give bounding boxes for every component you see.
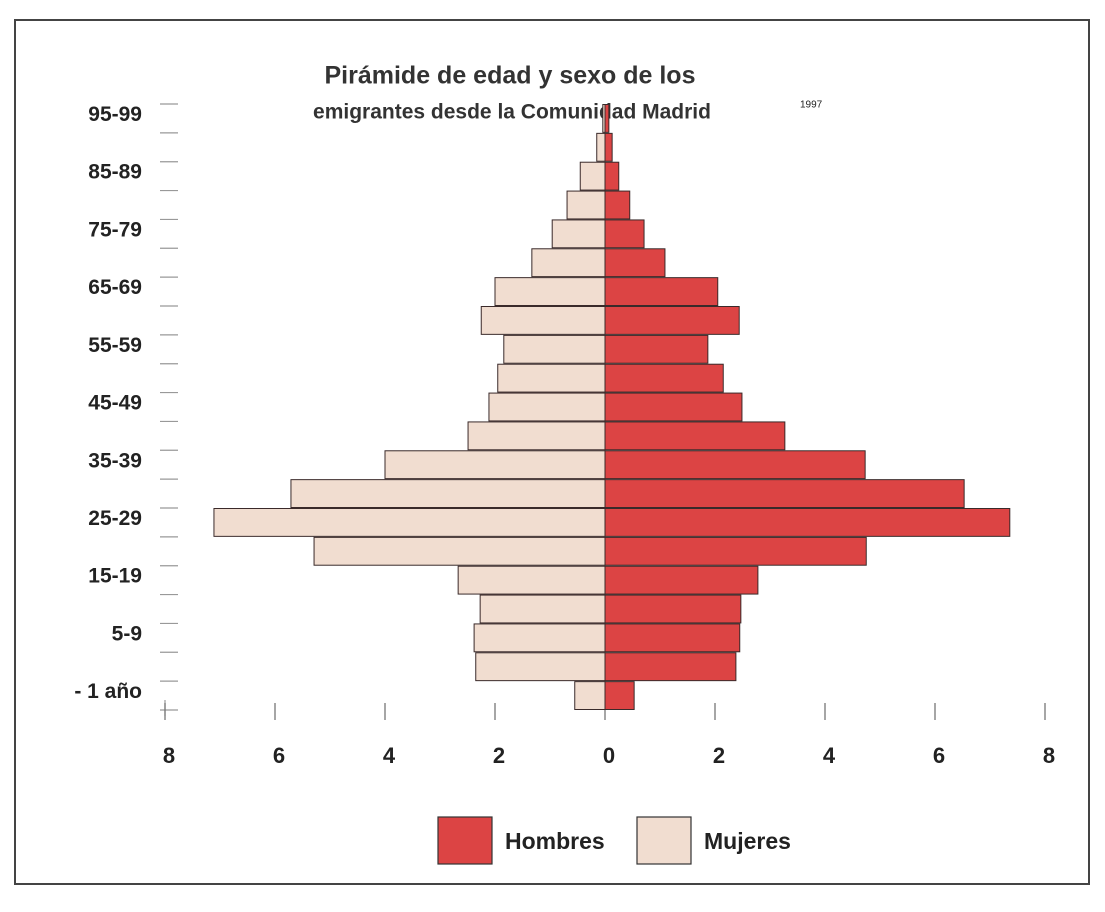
bar: [604, 306, 740, 335]
chart-title: Pirámide de edad y sexo de los: [325, 62, 696, 90]
bar: [604, 363, 724, 393]
bar: [604, 652, 737, 682]
bar: [457, 565, 606, 595]
bar: [604, 161, 620, 191]
bar: [604, 392, 743, 422]
x-tick-label: 4: [383, 743, 396, 768]
bar: [551, 219, 606, 249]
bar: [604, 421, 786, 451]
bar: [494, 277, 606, 306]
bar: [604, 450, 866, 480]
bar: [313, 536, 606, 566]
bar: [604, 623, 741, 653]
legend-label: Hombres: [505, 828, 605, 854]
y-tick-label: 45-49: [88, 392, 142, 415]
x-tick-label: 4: [823, 743, 836, 768]
x-tick-label: 8: [163, 743, 175, 768]
x-tick-label: 2: [713, 743, 725, 768]
bar: [213, 508, 606, 537]
bar: [604, 219, 645, 249]
bar: [384, 450, 606, 480]
x-tick-label: 8: [1043, 743, 1055, 768]
legend-label: Mujeres: [704, 828, 791, 854]
bar: [488, 392, 606, 422]
bar: [604, 248, 666, 278]
bar: [604, 104, 610, 133]
bar: [596, 132, 606, 162]
x-tick-label: 6: [933, 743, 945, 768]
y-tick-label: 5-9: [112, 622, 142, 645]
y-tick-label: 85-89: [88, 161, 142, 184]
bar: [503, 334, 606, 364]
bar: [604, 565, 759, 595]
bar: [604, 132, 613, 162]
bar: [574, 681, 606, 711]
bar: [604, 536, 867, 566]
legend-swatch: [636, 816, 692, 865]
y-tick-label: 35-39: [88, 449, 142, 472]
bar: [480, 306, 606, 335]
bar: [604, 508, 1011, 537]
y-tick-label: 25-29: [88, 507, 142, 530]
bar: [604, 190, 631, 220]
bar: [602, 104, 606, 133]
bar: [473, 623, 606, 653]
x-tick-label: 2: [493, 743, 505, 768]
legend-swatch: [437, 816, 493, 865]
x-tick-label: 6: [273, 743, 285, 768]
bar: [604, 681, 635, 711]
y-tick-label: 55-59: [88, 334, 142, 357]
bar: [604, 334, 709, 364]
bar: [479, 594, 606, 624]
bar: [566, 190, 606, 220]
bar: [531, 248, 606, 278]
y-tick-label: 15-19: [88, 565, 142, 588]
annotation: 1997: [800, 100, 823, 111]
bar: [475, 652, 606, 682]
x-tick-label: 0: [603, 743, 615, 768]
y-tick-label: 75-79: [88, 218, 142, 241]
bar: [604, 479, 965, 508]
bar: [604, 277, 719, 306]
bar: [290, 479, 606, 508]
y-tick-label: 95-99: [88, 103, 142, 126]
y-tick-label: 65-69: [88, 276, 142, 299]
bar: [579, 161, 606, 191]
y-tick-label: - 1 año: [74, 680, 142, 703]
bar: [467, 421, 606, 451]
bar: [497, 363, 606, 393]
chart-subtitle: emigrantes desde la Comunidad Madrid: [313, 101, 711, 124]
bar: [604, 594, 742, 624]
